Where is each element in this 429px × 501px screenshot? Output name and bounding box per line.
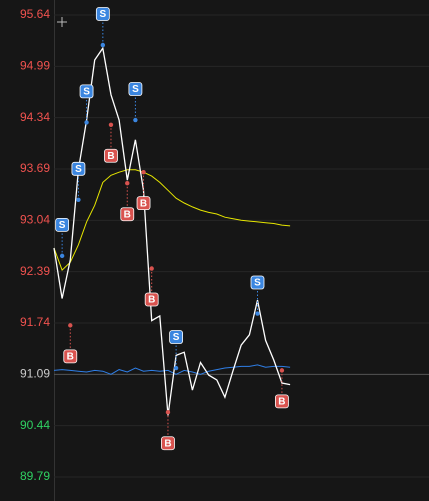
line-average <box>53 169 291 271</box>
signal-dot <box>59 253 65 259</box>
signal-box <box>63 349 78 364</box>
signal-dot <box>173 365 179 371</box>
signal-badge: B <box>161 436 175 451</box>
y-tick-label: 93.04 <box>20 213 50 227</box>
signal-box <box>55 217 70 232</box>
signal-badge: S <box>55 217 70 232</box>
signal-label: B <box>67 352 74 363</box>
signal-label: S <box>75 164 82 175</box>
y-tick-label: 92.39 <box>20 264 50 278</box>
line-index <box>53 364 291 375</box>
signal-dot <box>68 323 73 328</box>
signal-badge: B <box>275 394 289 409</box>
signal-box <box>169 330 184 344</box>
signal-label: S <box>254 278 261 289</box>
signal-badge: S <box>128 82 143 96</box>
signal-box <box>128 82 143 96</box>
signal-label: S <box>132 84 139 95</box>
signal-dot <box>165 410 171 415</box>
signal-box <box>79 84 94 99</box>
signal-badge: B <box>144 292 159 307</box>
signal-label: S <box>173 332 180 343</box>
signal-badge: B <box>104 148 118 163</box>
signal-box <box>95 7 110 21</box>
signal-box <box>144 292 159 307</box>
y-tick-label: 95.64 <box>20 7 50 21</box>
signal-badge: B <box>120 207 135 222</box>
signal-dot <box>279 368 285 373</box>
signal-dot <box>255 311 260 316</box>
signal-box <box>71 161 86 176</box>
signal-label: B <box>140 198 147 209</box>
signal-dot <box>84 120 89 125</box>
signal-badge: S <box>95 7 110 21</box>
signal-badge: S <box>79 84 94 99</box>
signal-box <box>161 436 175 451</box>
signal-badge: B <box>136 196 151 211</box>
y-tick-label: 90.44 <box>20 418 50 432</box>
signal-box <box>275 394 289 409</box>
signal-dot <box>108 122 114 127</box>
signal-badge: S <box>250 275 265 290</box>
signal-badge: S <box>71 161 86 176</box>
y-tick-label: 89.79 <box>20 469 50 483</box>
signal-label: B <box>164 438 171 449</box>
signal-badge: B <box>63 349 78 364</box>
signal-label: S <box>100 9 107 20</box>
signal-dot <box>133 117 138 123</box>
signal-label: B <box>148 295 155 306</box>
signal-label: B <box>124 209 131 220</box>
y-tick-label: 94.99 <box>20 59 50 73</box>
y-tick-label: 91.74 <box>20 315 50 329</box>
signal-box <box>104 148 118 163</box>
signal-dot <box>125 181 130 186</box>
y-tick-label: 94.34 <box>20 110 50 124</box>
crosshair-icon <box>57 17 67 27</box>
signal-badge: S <box>169 330 184 344</box>
signal-box <box>136 196 151 211</box>
signal-box <box>250 275 265 290</box>
line-price <box>53 46 291 416</box>
signal-dot <box>100 42 106 48</box>
signal-box <box>120 207 135 222</box>
signal-dot <box>141 169 146 175</box>
signal-label: B <box>107 151 114 162</box>
y-tick-label: 93.69 <box>20 161 50 175</box>
y-tick-label: 91.09 <box>20 367 50 381</box>
signal-label: S <box>83 87 90 98</box>
signal-dot <box>149 266 154 271</box>
signal-label: B <box>278 397 285 408</box>
signal-dot <box>76 197 81 202</box>
signal-label: S <box>59 220 66 231</box>
